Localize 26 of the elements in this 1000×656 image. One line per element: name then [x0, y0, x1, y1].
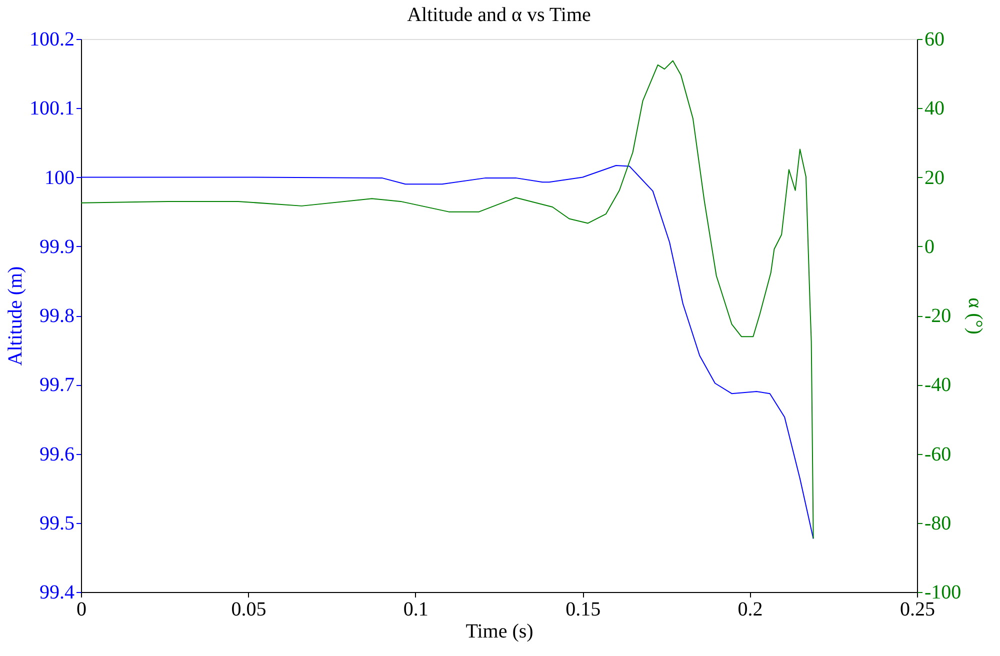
y-tick-label: 100 — [44, 166, 74, 189]
y2-tick-label: 20 — [924, 166, 944, 189]
y2-tick-label: -20 — [924, 305, 952, 327]
y2-tick-label: -60 — [924, 443, 952, 466]
y2-tick-label: 60 — [924, 28, 944, 50]
y-tick-label: 99.7 — [40, 374, 74, 396]
y2-tick-label: -40 — [924, 374, 952, 396]
y2-axis-title: α (°) — [964, 298, 986, 334]
x-axis-title: Time (s) — [466, 620, 534, 642]
y2-tick-label: -80 — [924, 512, 952, 534]
y-tick-label: 99.8 — [40, 305, 74, 327]
y-tick-label: 99.4 — [40, 582, 74, 604]
y-axis-title: Altitude (m) — [4, 266, 26, 366]
x-tick-label: 0.2 — [738, 598, 763, 620]
x-tick-label: 0.05 — [231, 598, 266, 620]
y-tick-label: 100.1 — [30, 98, 74, 120]
y-tick-label: 99.9 — [40, 236, 74, 258]
x-tick-label: 0.15 — [566, 598, 601, 620]
y-tick-label: 99.5 — [40, 512, 74, 534]
x-tick-label: 0.1 — [403, 598, 428, 620]
x-tick-label: 0 — [76, 598, 86, 620]
y-tick-label: 100.2 — [30, 28, 74, 50]
y2-tick-label: 0 — [924, 236, 934, 258]
chart-title: Altitude and α vs Time — [407, 4, 592, 26]
y-tick-label: 99.6 — [40, 443, 74, 466]
y2-tick-label: 40 — [924, 98, 944, 120]
